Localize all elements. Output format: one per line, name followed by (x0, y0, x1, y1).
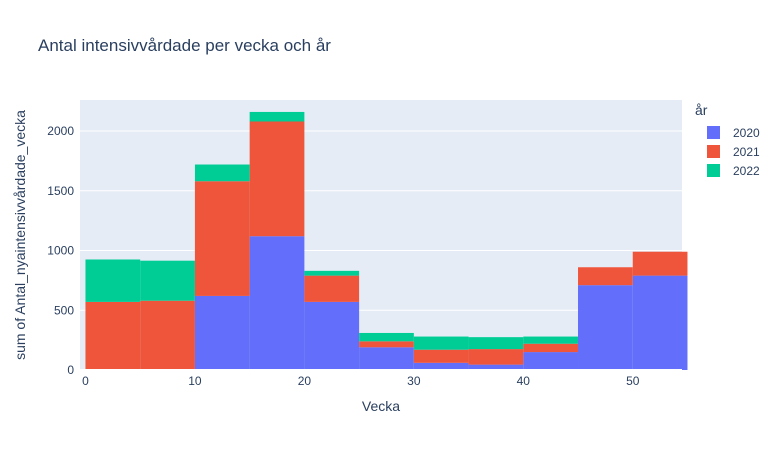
bar-2021-bin-0[interactable] (85, 301, 141, 370)
bar-2021-bin-20[interactable] (304, 275, 360, 302)
bar-2022-bin-35[interactable] (468, 337, 524, 350)
bar-2022-bin-10[interactable] (194, 164, 250, 182)
bar-2020-bin-10[interactable] (194, 295, 250, 370)
y-tick-label: 0 (67, 363, 74, 377)
bar-2020-bin-50[interactable] (632, 275, 688, 370)
bar-2020-bin-15[interactable] (249, 236, 305, 370)
legend-label-2021[interactable]: 2021 (733, 145, 760, 159)
axis-layer: 0 500 1000 1500 2000 0 10 20 30 40 50 (47, 124, 682, 388)
x-tick-label: 0 (82, 374, 89, 388)
x-axis-label: Vecka (362, 398, 400, 414)
bar-2020-bin-45[interactable] (578, 285, 633, 370)
y-tick-label: 1500 (47, 184, 74, 198)
bars-layer (85, 111, 688, 370)
bar-2021-bin-45[interactable] (578, 267, 633, 286)
bar-2022-bin-15[interactable] (249, 111, 305, 122)
legend-label-2022[interactable]: 2022 (733, 164, 760, 178)
bar-2021-bin-15[interactable] (249, 121, 305, 237)
bar-2021-bin-5[interactable] (140, 300, 195, 370)
bar-2022-bin-30[interactable] (413, 336, 469, 350)
legend-title: år (695, 102, 708, 118)
chart-title: Antal intensivvårdade per vecka och år (38, 36, 331, 55)
legend-swatch-2022[interactable] (707, 164, 720, 177)
y-tick-label: 1000 (47, 244, 74, 258)
bar-2020-bin-30[interactable] (413, 362, 469, 370)
x-tick-label: 30 (407, 374, 421, 388)
bar-2022-bin-20[interactable] (304, 270, 360, 276)
bar-2020-bin-20[interactable] (304, 301, 360, 370)
bar-2022-bin-40[interactable] (523, 336, 579, 344)
bar-2021-bin-50[interactable] (632, 251, 688, 276)
bar-2020-bin-40[interactable] (523, 352, 579, 370)
y-tick-label: 2000 (47, 124, 74, 138)
legend-swatch-2020[interactable] (707, 126, 720, 139)
x-tick-label: 10 (188, 374, 202, 388)
bar-2021-bin-30[interactable] (413, 349, 469, 363)
bar-2022-bin-25[interactable] (359, 332, 414, 342)
bar-2021-bin-40[interactable] (523, 343, 579, 353)
bar-2020-bin-25[interactable] (359, 347, 414, 370)
y-axis-label: sum of Antal_nyaintensivvårdade_vecka (12, 110, 28, 360)
legend-items: 2020 2021 2022 (707, 126, 760, 178)
legend-label-2020[interactable]: 2020 (733, 126, 760, 140)
legend-swatch-2021[interactable] (707, 145, 720, 158)
x-tick-label: 50 (626, 374, 640, 388)
bar-2021-bin-10[interactable] (194, 181, 250, 296)
legend: år 2020 2021 2022 (695, 102, 760, 178)
x-tick-label: 40 (517, 374, 531, 388)
bar-2022-bin-5[interactable] (140, 260, 195, 301)
bar-2021-bin-35[interactable] (468, 349, 524, 365)
bar-2022-bin-0[interactable] (85, 259, 141, 302)
bar-2021-bin-25[interactable] (359, 341, 414, 348)
bar-2020-bin-35[interactable] (468, 364, 524, 370)
x-tick-label: 20 (298, 374, 312, 388)
y-tick-label: 500 (54, 303, 74, 317)
